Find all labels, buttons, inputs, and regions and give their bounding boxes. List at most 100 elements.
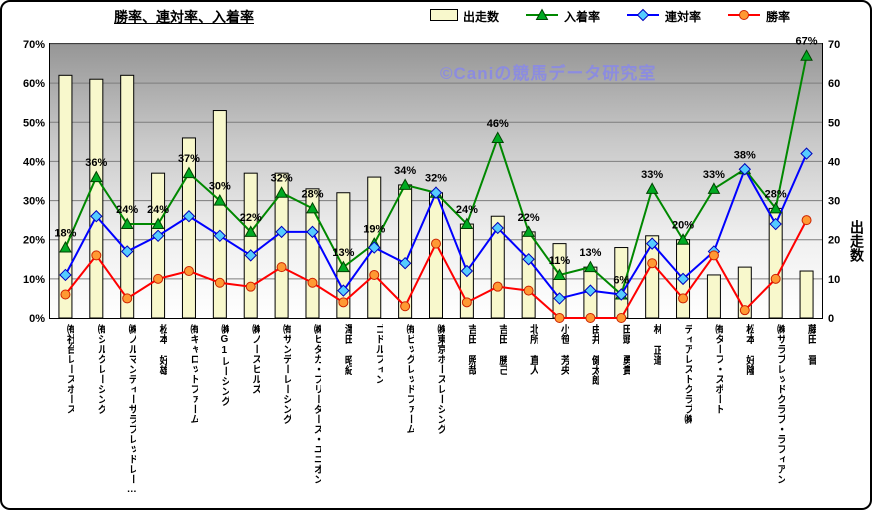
marker-circle [554, 313, 565, 323]
point-label: 33% [703, 169, 725, 181]
legend-line-glyph [627, 8, 660, 22]
bar-starts [490, 215, 505, 319]
bar-starts [89, 78, 104, 319]
marker-diamond [676, 272, 690, 286]
point-label: 24% [116, 204, 138, 216]
bar-starts [429, 192, 443, 319]
marker-circle [307, 277, 318, 288]
point-label: 28% [765, 188, 787, 200]
point-label: 22% [518, 212, 540, 224]
point-label: 19% [363, 224, 385, 236]
bar-starts [58, 74, 73, 319]
marker-diamond [59, 268, 72, 282]
marker-triangle [59, 241, 72, 253]
left-axis-tick: 50% [23, 117, 45, 129]
right-axis-tick: 20 [828, 235, 840, 247]
left-axis-tick: 20% [23, 235, 45, 247]
right-axis-tick: 30 [828, 196, 840, 208]
right-axis-tick: 50 [828, 117, 840, 129]
legend-item-place-rate: 入着率 [525, 8, 600, 25]
marker-diamond [182, 210, 196, 223]
marker-circle [60, 289, 71, 300]
marker-triangle [553, 268, 566, 280]
point-label: 11% [549, 255, 571, 267]
marker-circle [122, 293, 133, 304]
legend-item-win-rate: 勝率 [727, 8, 790, 25]
point-label: 24% [147, 204, 169, 216]
point-label: 20% [672, 220, 694, 232]
marker-diamond [398, 256, 412, 270]
marker-circle [770, 273, 781, 284]
point-label: 32% [425, 173, 447, 185]
red-circle-line-icon [727, 8, 761, 25]
legend-line-glyph [526, 8, 559, 20]
marker-triangle [676, 233, 690, 245]
marker-circle [616, 313, 627, 323]
marker-circle [739, 305, 750, 316]
point-label: 13% [332, 247, 354, 259]
marker-diamond [151, 229, 165, 243]
marker-diamond [120, 245, 134, 258]
marker-circle [245, 281, 256, 292]
marker-diamond [769, 217, 782, 231]
legend-marker [636, 8, 650, 22]
marker-triangle [244, 225, 258, 237]
left-axis-tick: 70% [23, 39, 45, 51]
marker-circle [585, 313, 596, 323]
point-label: 34% [394, 165, 416, 177]
marker-diamond [337, 284, 350, 297]
marker-circle [276, 262, 287, 273]
bar-starts [799, 270, 814, 319]
legend-item-starts: 出走数 [430, 8, 499, 25]
legend-label: 勝率 [766, 10, 791, 24]
left-axis-tick: 60% [23, 78, 45, 90]
point-label: 22% [240, 212, 262, 224]
blue-diamond-line-icon [626, 8, 660, 25]
point-label: 28% [301, 188, 323, 200]
legend-label: 入着率 [564, 10, 601, 24]
legend: 出走数 入着率 連対率 勝率 [430, 8, 790, 25]
right-axis-title: 出走数 [849, 220, 865, 262]
marker-triangle [522, 225, 535, 237]
marker-triangle [182, 166, 196, 179]
left-axis-tick: 40% [23, 156, 45, 168]
marker-circle [461, 297, 472, 308]
marker-circle [708, 250, 719, 261]
marker-diamond [275, 225, 288, 239]
marker-triangle [398, 178, 412, 190]
marker-triangle [337, 260, 350, 273]
point-label: 32% [271, 173, 293, 185]
right-axis-tick: 0 [828, 313, 834, 325]
marker-triangle [584, 260, 597, 273]
marker-circle [153, 273, 164, 284]
point-label: 36% [85, 157, 107, 169]
marker-diamond [522, 253, 535, 266]
marker-diamond [213, 229, 227, 243]
marker-triangle [769, 201, 783, 214]
marker-triangle [306, 201, 319, 214]
green-triangle-line-icon [525, 8, 559, 25]
marker-circle [214, 277, 225, 288]
marker-circle [183, 266, 194, 277]
marker-circle [400, 301, 411, 312]
marker-triangle [89, 170, 103, 183]
bar-swatch-icon [430, 9, 458, 24]
chart-title: 勝率、連対率、入着率 [114, 9, 254, 25]
bar-starts [243, 172, 258, 319]
left-axis-tick: 30% [23, 196, 45, 208]
point-label: 33% [641, 169, 663, 181]
marker-triangle [120, 217, 134, 230]
point-label: 46% [487, 118, 509, 130]
bar-starts [212, 110, 227, 319]
marker-circle [369, 269, 380, 280]
marker-diamond [553, 292, 566, 305]
marker-diamond [738, 163, 752, 176]
legend-marker [535, 8, 549, 20]
left-axis-tick: 0% [29, 313, 45, 325]
legend-label: 連対率 [665, 10, 702, 24]
point-label: 13% [579, 247, 601, 259]
marker-diamond [306, 225, 319, 239]
point-label: 38% [734, 149, 756, 161]
marker-triangle [645, 182, 659, 194]
